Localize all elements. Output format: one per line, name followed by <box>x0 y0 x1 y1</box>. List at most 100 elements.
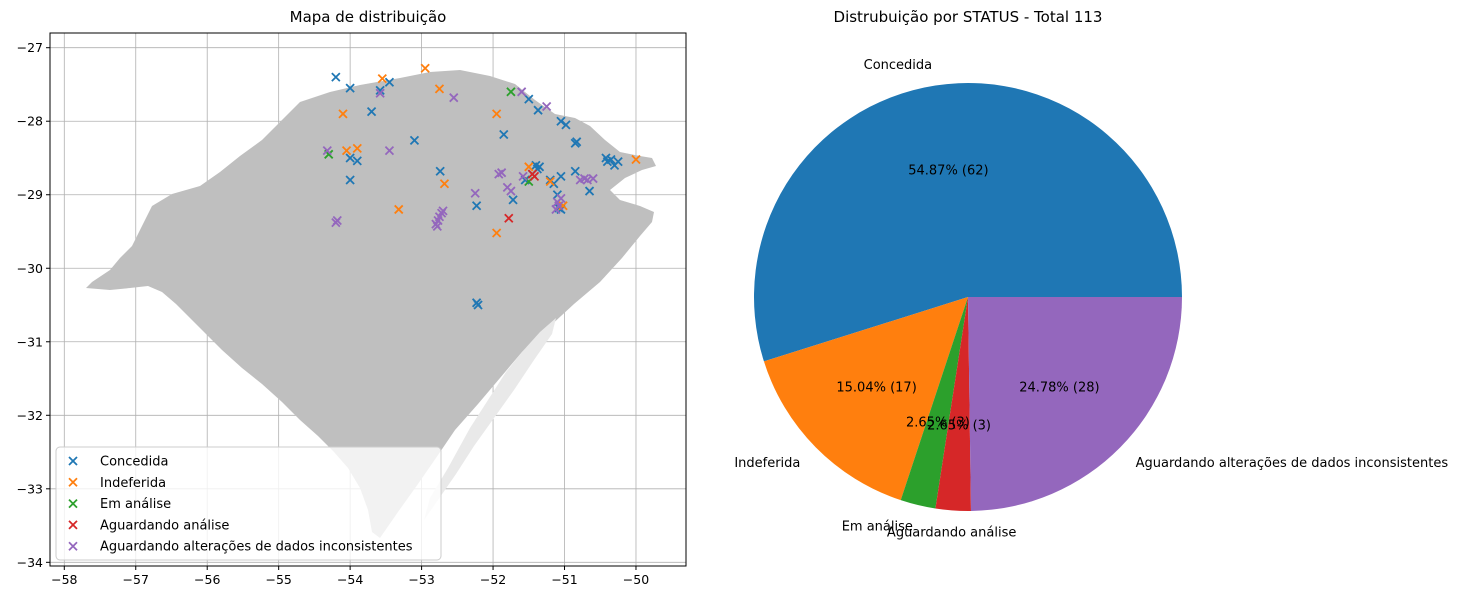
map-yticks: −27 −28 −29 −30 −31 −32 −33 −34 <box>17 40 50 570</box>
x-tick-label: −56 <box>194 572 220 587</box>
scatter-point <box>556 171 566 181</box>
pie-slice <box>968 297 1182 511</box>
scatter-point <box>384 77 395 87</box>
legend-marker <box>68 498 78 509</box>
x-tick-label: −52 <box>480 572 506 587</box>
y-tick-label: −28 <box>17 114 43 129</box>
scatter-point <box>504 213 514 223</box>
pie-pct-label: 2.65% (3) <box>906 415 970 430</box>
scatter-point <box>434 84 445 94</box>
x-tick-label: −54 <box>337 572 363 587</box>
scatter-point <box>473 300 483 310</box>
y-tick-label: −31 <box>17 334 43 349</box>
pie-labels: 54.87% (62) Concedida 15.04% (17) Indeferid… <box>734 58 1448 540</box>
y-tick-label: −27 <box>17 40 43 55</box>
pie-pct-label: 54.87% (62) <box>908 164 988 179</box>
legend-marker <box>68 541 78 551</box>
scatter-point <box>524 94 534 104</box>
pie-category-label: Indeferida <box>734 456 800 471</box>
scatter-point <box>561 120 571 130</box>
pie-slices <box>753 83 1182 511</box>
scatter-point <box>508 195 518 205</box>
legend-box <box>55 446 442 561</box>
x-tick-label: −55 <box>265 572 291 587</box>
scatter-point <box>556 193 566 204</box>
scatter-point <box>572 137 582 147</box>
scatter-point <box>601 153 611 163</box>
x-tick-label: −57 <box>123 572 149 587</box>
x-tick-label: −50 <box>623 572 649 587</box>
scatter-point <box>529 171 540 181</box>
scatter-point <box>432 221 442 231</box>
scatter-point <box>613 157 623 167</box>
scatter-point <box>435 166 445 176</box>
scatter-point <box>384 145 395 156</box>
map-axes: Mapa de distribuição −58 −57 −56 −55 −54 −53−… <box>17 8 687 587</box>
map-frame <box>49 32 687 567</box>
pie-pct-label: 2.65% (3) <box>927 419 991 434</box>
scatter-point <box>322 145 332 156</box>
scatter-point <box>631 154 641 165</box>
pie-category-label: Concedida <box>864 58 933 73</box>
map-xticks: −58 −57 −56 −55 −54 −53 −52 −51 −50 <box>51 566 649 587</box>
scatter-point <box>409 135 420 145</box>
pie-category-label: Aguardando análise <box>887 525 1016 540</box>
scatter-point <box>534 162 545 172</box>
pie-pct-label: 15.04% (17) <box>836 381 916 396</box>
scatter-point <box>341 145 352 156</box>
legend-marker <box>68 477 78 487</box>
scatter-point <box>331 72 341 82</box>
scatter-point <box>575 175 585 185</box>
scatter-point <box>338 109 348 119</box>
scatter-point <box>345 175 355 185</box>
pie-slice <box>763 297 968 501</box>
scatter-point <box>494 169 504 179</box>
scatter-point <box>375 85 385 95</box>
scatter-point <box>491 109 502 119</box>
legend-label: Aguardando análise <box>100 518 229 533</box>
pie-category-label: Em análise <box>842 519 913 534</box>
scatter-point <box>471 201 482 211</box>
state-shape <box>86 70 656 538</box>
scatter-point <box>345 83 355 93</box>
pie-slice <box>900 297 968 509</box>
scatter-point <box>394 204 404 215</box>
map-legend: Concedida Indeferida Em análise Aguardando … <box>55 446 442 561</box>
pie-axes: Distrubuição por STATUS - Total 113 54.8… <box>734 8 1448 540</box>
scatter-point <box>584 186 595 196</box>
scatter-point <box>551 204 561 215</box>
scatter-point <box>556 116 566 126</box>
legend-label: Aguardando alterações de dados inconsist… <box>100 540 413 555</box>
scatter-point <box>331 218 341 228</box>
map-points <box>322 63 641 310</box>
scatter-point <box>506 186 516 196</box>
scatter-point <box>470 188 480 198</box>
scatter-point <box>352 143 362 154</box>
legend-marker <box>68 456 78 466</box>
scatter-point <box>377 73 387 84</box>
scatter-point <box>420 63 430 73</box>
scatter-point <box>542 101 552 112</box>
scatter-point <box>533 105 543 115</box>
x-tick-label: −58 <box>51 572 77 587</box>
pie-slice <box>753 83 1182 362</box>
legend-label: Concedida <box>100 455 169 470</box>
y-tick-label: −30 <box>17 261 43 276</box>
scatter-point <box>518 171 528 181</box>
pie-slice <box>935 297 971 511</box>
map-title: Mapa de distribuição <box>290 8 447 26</box>
scatter-point <box>366 107 377 117</box>
scatter-point <box>588 173 598 184</box>
y-tick-label: −29 <box>17 187 43 202</box>
scatter-point <box>491 228 502 238</box>
scatter-point <box>570 166 580 176</box>
scatter-point <box>345 153 355 163</box>
y-tick-label: −33 <box>17 481 43 496</box>
scatter-point <box>352 156 362 166</box>
scatter-point <box>545 176 555 187</box>
legend-label: Indeferida <box>100 476 166 491</box>
lagoon-shape <box>424 318 556 520</box>
scatter-point <box>375 88 385 98</box>
y-tick-label: −34 <box>17 555 43 570</box>
